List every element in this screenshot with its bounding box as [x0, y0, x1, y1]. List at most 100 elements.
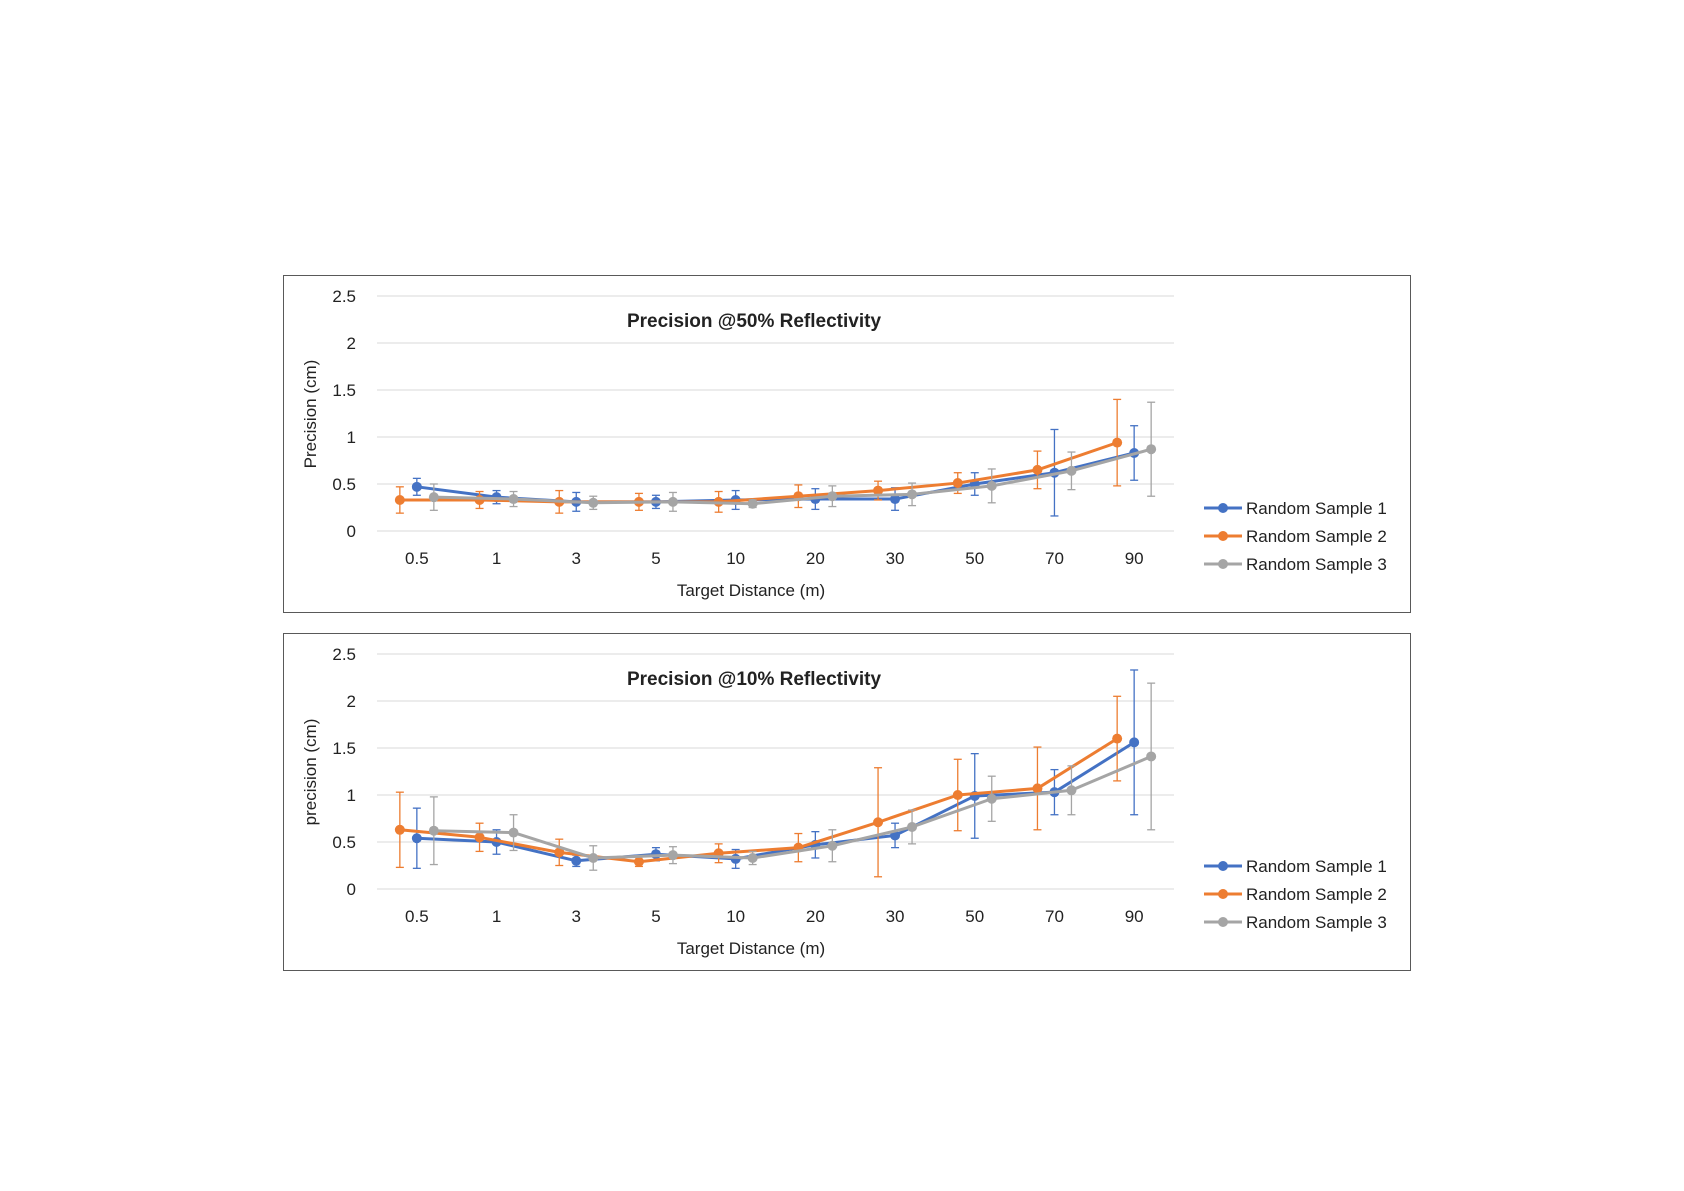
data-point — [1129, 737, 1140, 748]
data-point — [508, 827, 519, 838]
series-line — [398, 737, 1119, 864]
data-point — [554, 847, 565, 858]
data-point — [508, 494, 519, 505]
y-tick-label: 1.5 — [332, 381, 356, 400]
series-3 — [428, 682, 1157, 871]
x-tick-label: 5 — [651, 549, 660, 568]
series-line — [398, 441, 1119, 504]
series-2 — [394, 695, 1123, 878]
data-point — [827, 840, 838, 851]
y-axis-title: precision (cm) — [301, 719, 320, 826]
series-1 — [411, 669, 1140, 869]
y-tick-label: 0.5 — [332, 475, 356, 494]
legend-label: Random Sample 1 — [1246, 857, 1387, 876]
data-point — [474, 494, 485, 505]
x-tick-label: 20 — [806, 549, 825, 568]
series-line — [415, 451, 1136, 504]
data-point — [667, 496, 678, 507]
data-point — [1146, 444, 1157, 455]
chart-precision-10-reflectivity: 0 0.5 1 1.5 2 2.5 0.5 1 3 5 10 20 30 50 70 90 Precision … — [283, 633, 1411, 971]
y-tick-label: 2.5 — [332, 645, 356, 664]
y-tick-label: 0 — [347, 522, 356, 541]
series-2 — [394, 398, 1123, 514]
y-tick-label: 2.5 — [332, 287, 356, 306]
data-point — [1066, 785, 1077, 796]
series-line — [415, 740, 1136, 863]
y-tick-label: 2 — [347, 334, 356, 353]
x-axis-title: Target Distance (m) — [677, 581, 825, 600]
series-line — [432, 447, 1153, 506]
data-point — [986, 793, 997, 804]
legend-swatch-marker — [1218, 889, 1228, 899]
data-point — [667, 850, 678, 861]
legend-label: Random Sample 3 — [1246, 555, 1387, 574]
data-point — [907, 489, 918, 500]
x-tick-label: 20 — [806, 907, 825, 926]
data-point — [411, 833, 422, 844]
x-tick-label: 50 — [965, 549, 984, 568]
x-tick-label: 30 — [886, 907, 905, 926]
y-tick-label: 2 — [347, 692, 356, 711]
legend-label: Random Sample 1 — [1246, 499, 1387, 518]
series-3 — [428, 401, 1157, 512]
data-point — [474, 832, 485, 843]
x-tick-label: 10 — [726, 907, 745, 926]
data-point — [952, 790, 963, 800]
x-tick-label: 3 — [572, 549, 581, 568]
x-tick-label: 30 — [886, 549, 905, 568]
data-point — [588, 852, 599, 863]
data-point — [1112, 733, 1123, 744]
data-point — [411, 481, 422, 492]
legend-swatch-marker — [1218, 531, 1228, 541]
legend-label: Random Sample 2 — [1246, 527, 1387, 546]
data-point — [952, 478, 963, 489]
chart-title: Precision @10% Reflectivity — [627, 669, 881, 690]
y-tick-label: 1 — [347, 786, 356, 805]
x-tick-label: 1 — [492, 549, 501, 568]
x-tick-label: 70 — [1045, 907, 1064, 926]
chart-title: Precision @50% Reflectivity — [627, 311, 881, 332]
data-point — [394, 824, 405, 835]
y-axis-title: Precision (cm) — [301, 360, 320, 469]
y-tick-label: 1 — [347, 428, 356, 447]
y-tick-label: 1.5 — [332, 739, 356, 758]
data-point — [428, 825, 439, 836]
data-point — [873, 485, 884, 496]
data-point — [1032, 464, 1043, 475]
data-point — [890, 494, 901, 505]
legend-swatch-marker — [1218, 861, 1228, 871]
data-point — [907, 821, 918, 832]
x-tick-label: 0.5 — [405, 549, 429, 568]
y-tick-label: 0.5 — [332, 833, 356, 852]
legend-label: Random Sample 3 — [1246, 913, 1387, 932]
data-point — [428, 492, 439, 503]
x-tick-label: 50 — [965, 907, 984, 926]
chart-a-svg: 0 0.5 1 1.5 2 2.5 0.5 1 3 5 10 20 30 50 70 90 Precision … — [301, 287, 1387, 600]
data-point — [588, 497, 599, 508]
x-tick-label: 3 — [572, 907, 581, 926]
x-axis-title: Target Distance (m) — [677, 939, 825, 958]
x-tick-label: 90 — [1125, 907, 1144, 926]
data-point — [1112, 437, 1123, 448]
data-point — [873, 817, 884, 828]
data-point — [827, 491, 838, 502]
data-point — [633, 856, 644, 867]
x-tick-label: 10 — [726, 549, 745, 568]
y-tick-label: 0 — [347, 880, 356, 899]
legend-swatch-marker — [1218, 559, 1228, 569]
legend-label: Random Sample 2 — [1246, 885, 1387, 904]
x-tick-label: 1 — [492, 907, 501, 926]
x-tick-label: 70 — [1045, 549, 1064, 568]
data-point — [1146, 751, 1157, 762]
x-tick-label: 5 — [651, 907, 660, 926]
legend-swatch-marker — [1218, 917, 1228, 927]
chart-b-svg: 0 0.5 1 1.5 2 2.5 0.5 1 3 5 10 20 30 50 70 90 Precision … — [301, 645, 1387, 958]
legend-swatch-marker — [1218, 503, 1228, 513]
data-point — [571, 855, 582, 866]
data-point — [986, 480, 997, 491]
data-point — [394, 494, 405, 505]
data-point — [747, 498, 758, 509]
x-tick-label: 0.5 — [405, 907, 429, 926]
series-line — [432, 754, 1153, 860]
data-point — [1066, 465, 1077, 476]
